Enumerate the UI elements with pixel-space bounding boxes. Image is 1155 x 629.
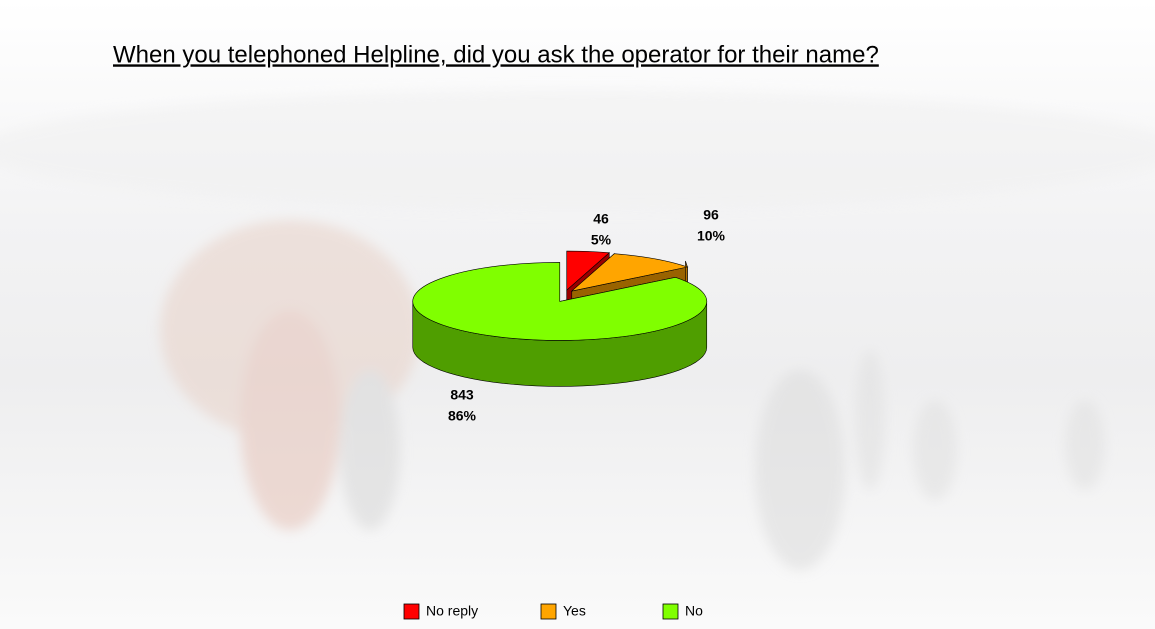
data-label-percent: 10% bbox=[697, 228, 726, 244]
legend-label: Yes bbox=[563, 603, 586, 619]
data-label: 96 bbox=[703, 207, 719, 223]
data-label: 843 bbox=[450, 387, 474, 403]
pie bbox=[412, 250, 708, 387]
slice-top bbox=[412, 262, 708, 341]
data-label: 46 bbox=[593, 211, 609, 227]
data-label-percent: 5% bbox=[591, 232, 612, 248]
slice-top bbox=[566, 250, 611, 291]
legend-label: No bbox=[685, 603, 703, 619]
slice-top bbox=[570, 253, 689, 292]
legend-swatch bbox=[403, 603, 420, 620]
chart-title: When you telephoned Helpline, did you as… bbox=[113, 41, 879, 68]
data-label-percent: 86% bbox=[448, 408, 477, 424]
background-photo bbox=[0, 90, 1155, 570]
legend-label: No reply bbox=[426, 603, 478, 619]
legend-swatch bbox=[540, 603, 557, 620]
legend-swatch bbox=[662, 603, 679, 620]
